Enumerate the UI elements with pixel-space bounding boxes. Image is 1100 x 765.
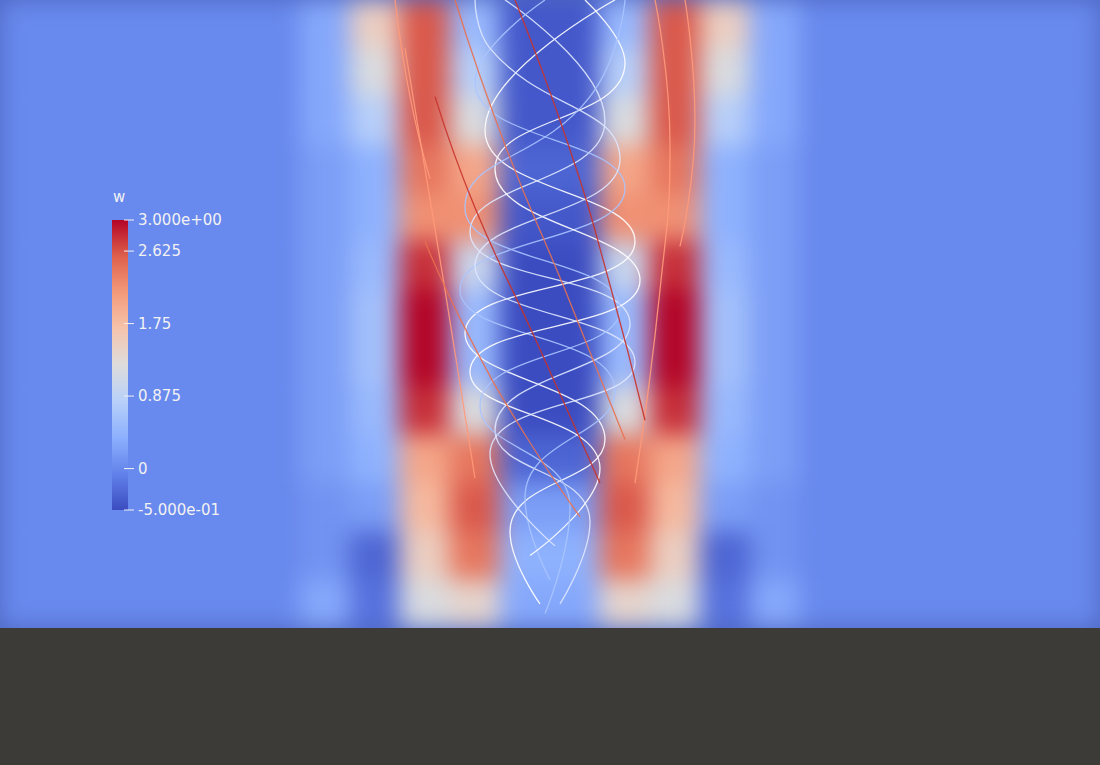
svg-text:-5.000e-01: -5.000e-01: [138, 501, 220, 519]
svg-text:2.625: 2.625: [138, 242, 181, 260]
svg-text:3.000e+00: 3.000e+00: [138, 211, 222, 229]
svg-text:1.75: 1.75: [138, 315, 171, 333]
svg-text:0.875: 0.875: [138, 387, 181, 405]
svg-text:w: w: [113, 188, 125, 206]
svg-text:0: 0: [138, 460, 148, 478]
